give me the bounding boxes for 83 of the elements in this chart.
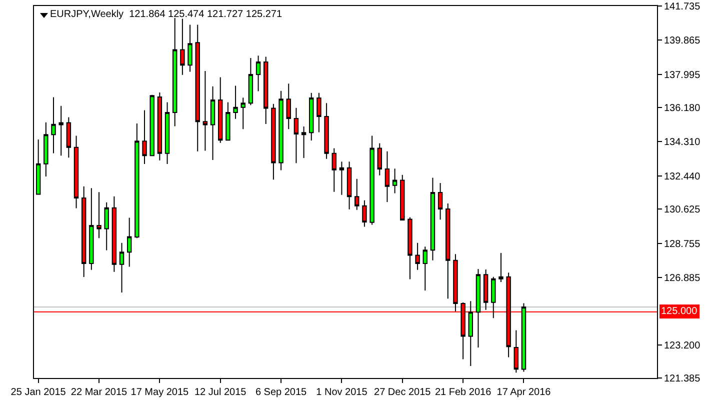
candlestick	[362, 200, 367, 228]
x-tick-label: 27 Dec 2015	[374, 387, 432, 398]
candlestick	[468, 300, 473, 367]
x-tick-label: 6 Sep 2015	[255, 387, 308, 398]
candlestick	[498, 252, 504, 282]
candlestick	[180, 18, 185, 76]
y-tick-label: 136.180	[664, 103, 701, 114]
candlestick	[339, 161, 344, 196]
candlestick	[202, 70, 208, 152]
candlestick	[218, 76, 223, 144]
candlestick	[521, 302, 526, 372]
x-tick-label: 25 Jan 2015	[10, 387, 66, 398]
candlestick	[316, 92, 322, 133]
candlestick	[370, 135, 374, 226]
y-tick-label: 139.865	[664, 36, 701, 47]
x-tick-label: 21 Feb 2016	[434, 387, 492, 398]
x-tick-label: 1 Nov 2015	[316, 387, 368, 398]
candlestick	[210, 86, 216, 161]
y-tick-label: 132.440	[664, 171, 701, 182]
candlestick	[81, 186, 86, 278]
candlestick	[157, 92, 162, 161]
candlestick	[476, 268, 481, 348]
candlestick	[346, 161, 352, 210]
candlestick	[384, 150, 390, 203]
candlestick	[119, 242, 124, 294]
candlestick	[438, 182, 443, 220]
y-tick-label: 123.200	[664, 340, 701, 352]
candlestick	[126, 217, 132, 268]
candlestick	[89, 188, 94, 270]
candlestick	[248, 58, 254, 106]
candlestick	[142, 110, 147, 165]
y-tick-label: 128.755	[664, 238, 701, 250]
chart-title: EURJPY,Weekly 121.864 125.474 121.727 125.271	[50, 9, 282, 20]
candlestick	[134, 122, 140, 239]
candlestick	[164, 102, 170, 165]
candlestick	[74, 135, 79, 209]
candlestick	[309, 92, 314, 141]
ref-line-label: 125.000	[661, 306, 698, 317]
y-tick-label: 126.885	[664, 272, 701, 284]
candlestick	[240, 97, 246, 130]
x-tick-label: 12 Jul 2015	[194, 387, 247, 398]
x-tick-label: 17 Apr 2016	[496, 387, 552, 398]
candlestick	[271, 103, 276, 180]
y-tick-label: 130.625	[664, 204, 701, 216]
candlestick	[112, 196, 117, 272]
candlestick	[51, 96, 56, 154]
candlestick	[44, 122, 48, 177]
candlestick	[58, 105, 64, 156]
candlestick	[172, 17, 178, 127]
x-tick-label: 22 Mar 2015	[70, 387, 128, 398]
candlestick	[332, 148, 336, 192]
candlestick	[66, 116, 72, 158]
candlestick	[188, 24, 192, 72]
y-tick-label: 134.310	[664, 137, 701, 148]
candlestick	[446, 203, 450, 300]
candlestick	[392, 168, 398, 194]
candlestick	[278, 90, 284, 171]
candlestick	[150, 94, 154, 156]
candlestick	[301, 126, 306, 158]
candlestick	[256, 55, 261, 92]
candlestick	[377, 142, 382, 176]
candlestick	[324, 102, 329, 160]
candlestick	[491, 276, 496, 319]
candlestick	[233, 85, 238, 120]
candlestick	[226, 102, 230, 141]
candlestick	[104, 202, 109, 251]
candlestick	[422, 246, 428, 292]
candlestick	[430, 177, 436, 261]
candlestick	[96, 192, 102, 239]
x-tick-label: 17 May 2015	[130, 387, 190, 398]
candlestick	[400, 174, 405, 222]
candlestick	[514, 330, 519, 374]
candlestick	[36, 139, 41, 195]
candlestick	[354, 178, 360, 210]
candlestick	[415, 242, 420, 270]
candlestick	[195, 24, 200, 152]
y-tick-label: 137.995	[664, 70, 701, 81]
candlestick	[408, 216, 412, 280]
candlestick	[294, 107, 299, 164]
candlestick	[286, 83, 291, 130]
y-tick-label: 121.385	[664, 374, 701, 384]
candlestick	[264, 56, 268, 124]
y-tick-label: 141.735	[664, 2, 701, 12]
